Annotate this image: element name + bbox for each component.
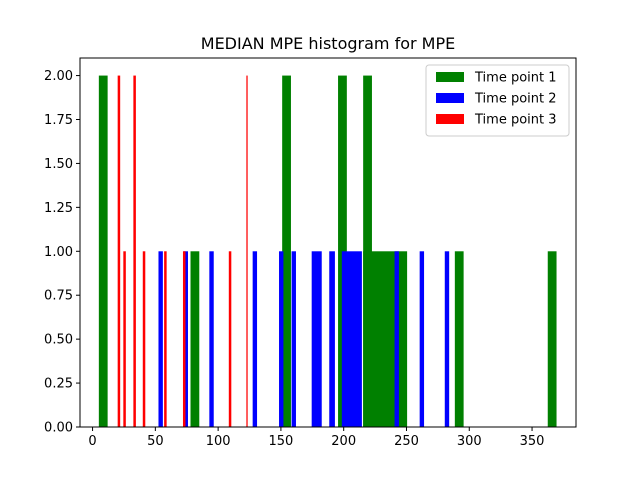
y-tick-label: 1.00 [44,245,73,260]
x-tick-label: 0 [88,434,96,449]
bar-series-3-5 [164,251,167,427]
bar-series-1-5 [363,75,372,427]
axes-layer: 0 50 100 150 200 250 300 350 0.00 0.25 0.50 0.75 1.0… [44,57,577,449]
chart-title: MEDIAN MPE histogram for MPE [201,34,455,53]
bar-series-3-3 [133,75,136,427]
legend: Time point 1 Time point 2 Time point 3 [425,64,570,137]
y-tick-label: 1.50 [44,157,73,172]
bar-series-1-7 [454,251,464,427]
bar-series-3-4 [142,251,146,427]
bar-series-2-8 [329,251,335,427]
bar-series-2-12 [444,251,450,427]
x-tick-label: 250 [394,434,419,449]
y-tick-label: 1.25 [44,201,73,216]
bar-series-1-2 [190,251,200,427]
y-tick-label: 0.00 [44,421,73,436]
x-tick-label: 150 [268,434,293,449]
bar-series-3-7 [228,251,232,427]
legend-swatch-2 [436,93,464,103]
y-tick-label: 0.75 [44,289,73,304]
bar-series-2-6 [291,251,296,427]
legend-label-2: Time point 2 [474,92,557,107]
legend-label-1: Time point 1 [474,71,557,86]
legend-label-3: Time point 3 [474,113,557,128]
bar-series-1-6 [363,251,408,427]
y-tick-label: 1.75 [44,113,73,128]
y-tick-label: 0.50 [44,333,73,348]
x-tick-label: 350 [520,434,545,449]
bar-series-2-10 [394,251,399,427]
bar-series-2-5 [279,251,284,427]
bar-series-2-7 [311,251,322,427]
x-tick-label: 100 [206,434,231,449]
legend-swatch-1 [436,72,464,82]
x-tick-label: 50 [147,434,164,449]
legend-swatch-3 [436,114,464,124]
x-tick-label: 300 [457,434,482,449]
bar-series-3-1 [117,75,121,427]
bar-series-2-3 [209,251,214,427]
bar-series-3-6 [182,251,186,427]
x-tick-label: 200 [331,434,356,449]
y-tick-label: 2.00 [44,69,73,84]
bar-series-1-1 [98,75,108,427]
bar-series-2-1 [158,251,163,427]
bar-series-2-4 [252,251,258,427]
bar-series-1-4 [338,75,347,427]
bar-series-3-2 [123,251,126,427]
bar-series-2-11 [419,251,425,427]
bar-series-2-2 [183,251,188,427]
bar-series-2-9 [341,251,362,427]
bar-series-3-8 [246,75,248,427]
plot-frame [79,57,577,428]
bars-layer [98,75,557,427]
y-tick-label: 0.25 [44,377,73,392]
bar-series-1-8 [547,251,557,427]
bar-series-1-3 [282,75,291,427]
